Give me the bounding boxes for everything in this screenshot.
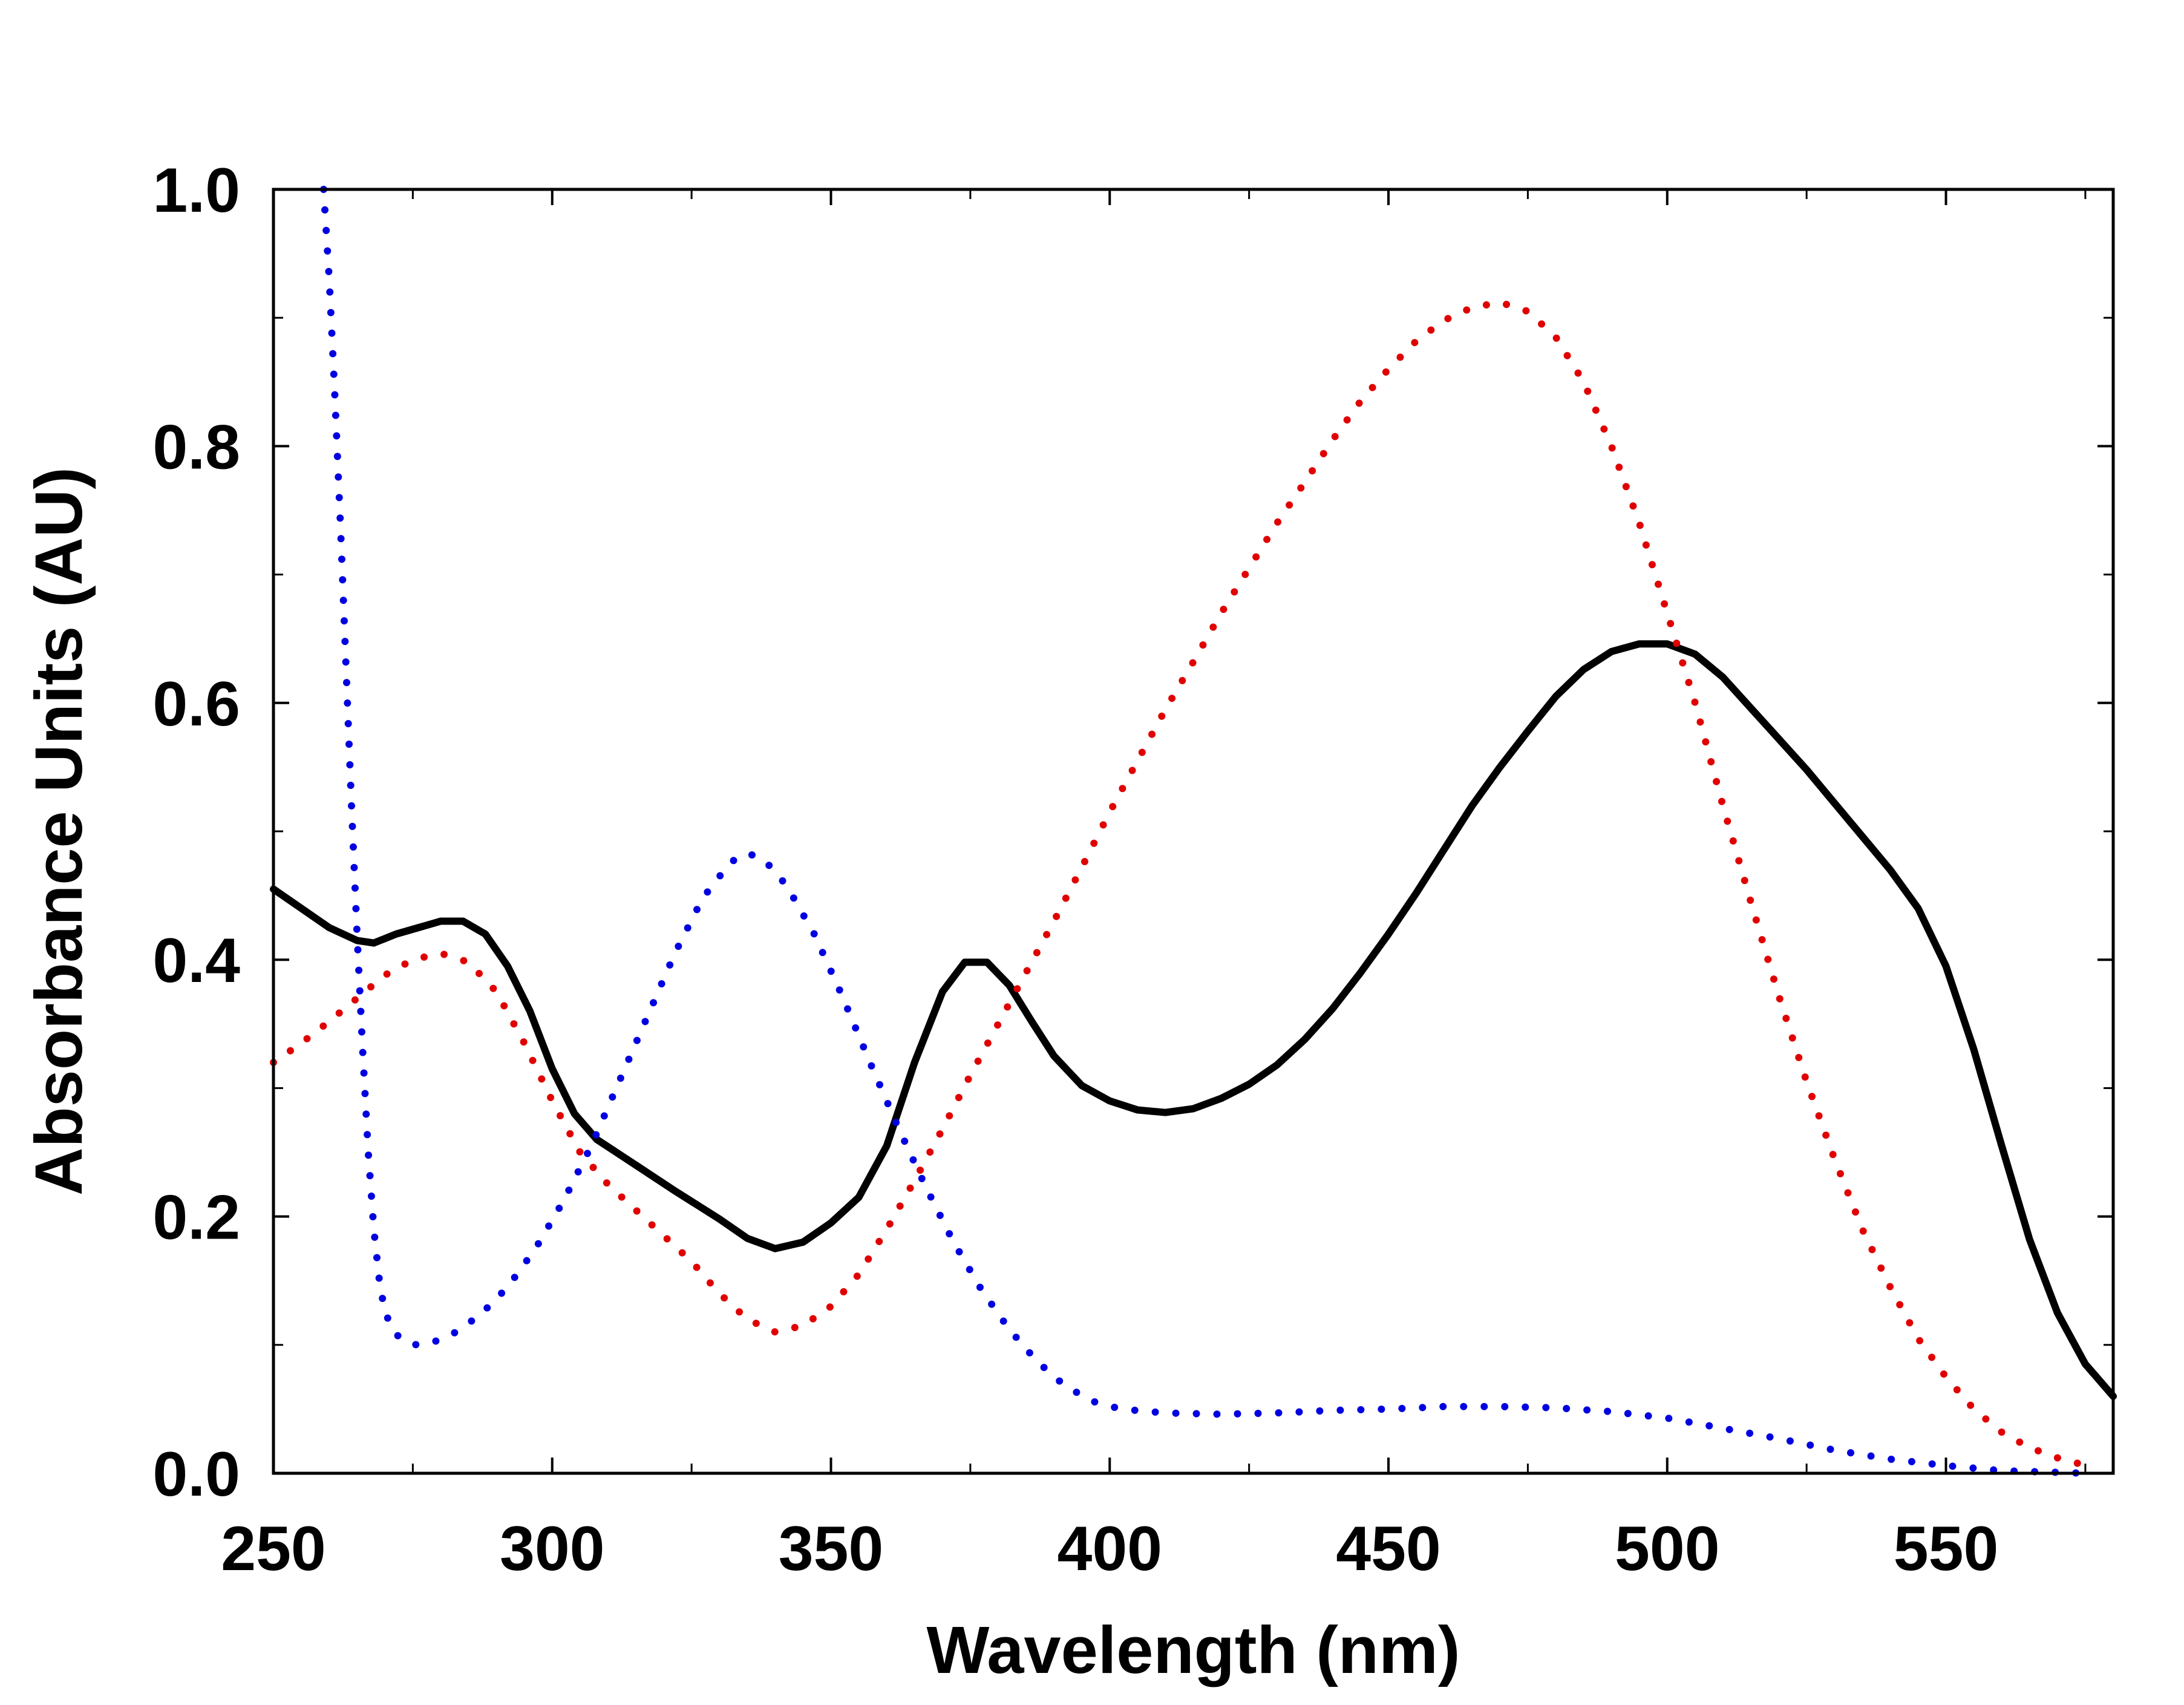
- x-tick-label: 400: [1058, 1514, 1163, 1584]
- x-axis-title: Wavelength (nm): [926, 1613, 1460, 1687]
- x-tick-label: 450: [1336, 1514, 1441, 1584]
- y-tick-label: 0.4: [152, 926, 240, 996]
- series-line-0: [270, 640, 2117, 1400]
- y-tick-label: 0.0: [152, 1439, 240, 1510]
- x-tick-label: 350: [779, 1514, 884, 1584]
- y-tick-label: 0.2: [152, 1183, 240, 1253]
- series-layer: [270, 186, 2117, 1477]
- x-tick-label: 300: [500, 1514, 605, 1584]
- y-axis-title: Absorbance Units (AU): [22, 467, 96, 1196]
- x-tick-label: 500: [1615, 1514, 1720, 1584]
- series-line-2: [319, 186, 2089, 1477]
- y-tick-label: 0.6: [152, 669, 240, 739]
- y-tick-label: 0.8: [152, 412, 240, 482]
- x-tick-label: 250: [221, 1514, 326, 1584]
- y-tick-label: 1.0: [152, 155, 240, 226]
- x-tick-label: 550: [1894, 1514, 1999, 1584]
- labels-layer: 250 300 350 400 450 500 550 0.0 0.2 0.4 0.6 0.8 1.0: [152, 155, 1998, 1584]
- plot-frame: [272, 188, 2115, 1475]
